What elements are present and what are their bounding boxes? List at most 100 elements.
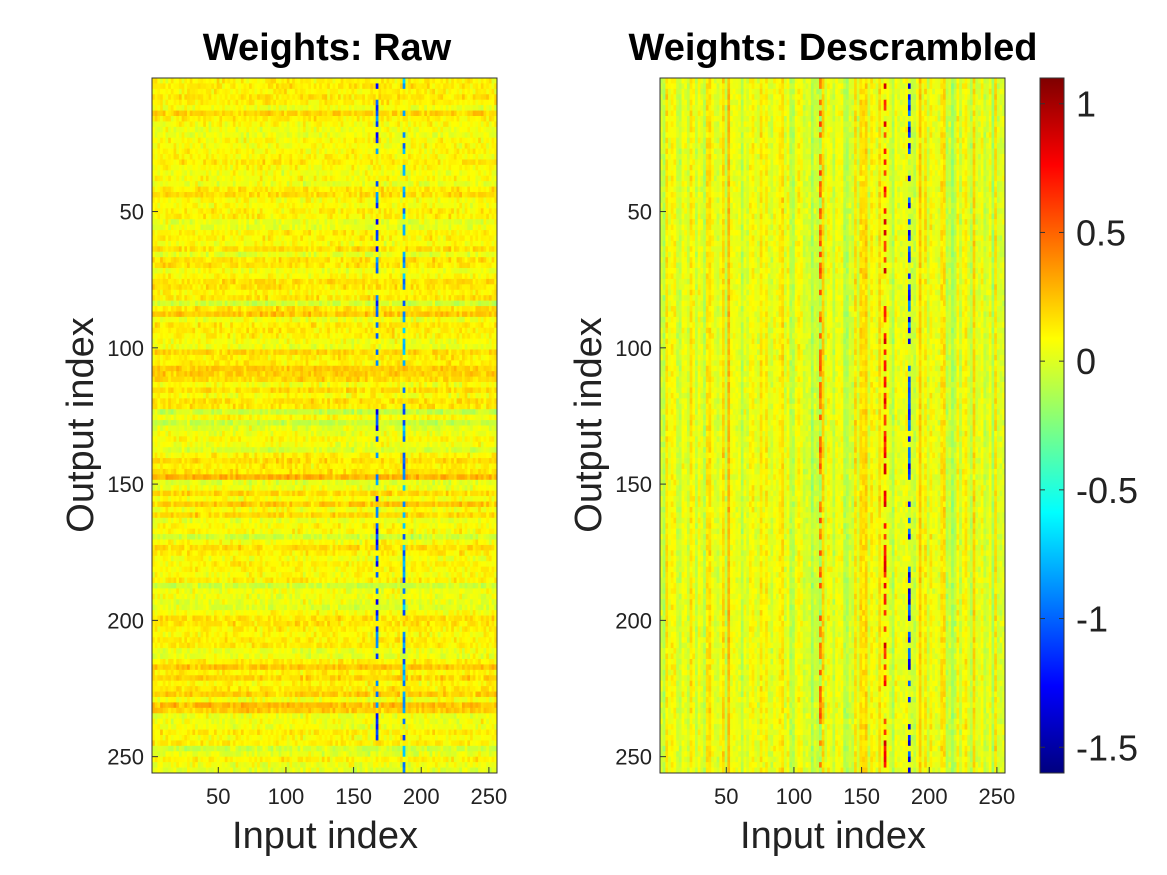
- heatmap-cell: [271, 165, 274, 171]
- heatmap-cell: [195, 225, 198, 231]
- heatmap-cell: [157, 197, 160, 203]
- heatmap-cell: [184, 279, 187, 285]
- heatmap-cell: [201, 192, 204, 198]
- heatmap-cell: [435, 132, 438, 138]
- heatmap-cell: [368, 279, 371, 285]
- heatmap-cell: [446, 246, 449, 252]
- heatmap-cell: [230, 116, 233, 122]
- heatmap-cell: [254, 159, 257, 165]
- heatmap-cell: [198, 138, 201, 144]
- heatmap-cell: [395, 127, 398, 133]
- heatmap-cell: [392, 170, 395, 176]
- heatmap-cell: [435, 78, 438, 84]
- heatmap-cell: [365, 159, 368, 165]
- heatmap-cell: [454, 116, 457, 122]
- heatmap-cell: [330, 257, 333, 263]
- heatmap-cell: [413, 225, 416, 231]
- heatmap-cell: [400, 214, 403, 220]
- heatmap-cell: [473, 197, 476, 203]
- heatmap-cell: [430, 181, 433, 187]
- heatmap-cell: [192, 197, 195, 203]
- heatmap-cell: [360, 246, 363, 252]
- heatmap-cell: [481, 268, 484, 274]
- heatmap-cell: [373, 181, 376, 187]
- heatmap-cell: [443, 181, 446, 187]
- heatmap-cell: [174, 257, 177, 263]
- heatmap-cell: [187, 154, 190, 160]
- heatmap-cell: [238, 154, 241, 160]
- heatmap-cell: [160, 100, 163, 106]
- heatmap-cell: [314, 219, 317, 225]
- heatmap-cell: [292, 268, 295, 274]
- heatmap-cell: [443, 187, 446, 193]
- heatmap-cell: [319, 263, 322, 269]
- heatmap-cell: [265, 187, 268, 193]
- heatmap-cell: [263, 149, 266, 155]
- heatmap-cell: [475, 138, 478, 144]
- heatmap-cell: [403, 219, 406, 225]
- heatmap-cell: [182, 105, 185, 111]
- heatmap-cell: [489, 203, 492, 209]
- heatmap-cell: [427, 176, 430, 182]
- heatmap-cell: [155, 257, 158, 263]
- heatmap-cell: [489, 94, 492, 100]
- heatmap-cell: [438, 154, 441, 160]
- heatmap-cell: [252, 94, 255, 100]
- heatmap-cell: [211, 165, 214, 171]
- heatmap-cell: [432, 219, 435, 225]
- heatmap-cell: [222, 192, 225, 198]
- heatmap-cell: [360, 116, 363, 122]
- heatmap-cell: [430, 127, 433, 133]
- heatmap-cell: [413, 197, 416, 203]
- heatmap-cell: [222, 235, 225, 241]
- heatmap-cell: [432, 187, 435, 193]
- heatmap-cell: [422, 143, 425, 149]
- heatmap-cell: [244, 225, 247, 231]
- heatmap-cell: [211, 225, 214, 231]
- heatmap-cell: [376, 192, 379, 198]
- heatmap-cell: [411, 78, 414, 84]
- heatmap-cell: [238, 83, 241, 89]
- heatmap-cell: [448, 94, 451, 100]
- heatmap-cell: [155, 241, 158, 247]
- heatmap-cell: [325, 219, 328, 225]
- heatmap-cell: [362, 111, 365, 117]
- heatmap-cell: [209, 78, 212, 84]
- heatmap-cell: [281, 89, 284, 95]
- heatmap-cell: [316, 176, 319, 182]
- heatmap-cell: [292, 197, 295, 203]
- heatmap-cell: [368, 192, 371, 198]
- heatmap-cell: [190, 105, 193, 111]
- heatmap-cell: [265, 94, 268, 100]
- heatmap-cell: [395, 138, 398, 144]
- heatmap-cell: [362, 94, 365, 100]
- heatmap-cell: [279, 252, 282, 258]
- heatmap-cell: [370, 170, 373, 176]
- heatmap-cell: [343, 252, 346, 258]
- heatmap-cell: [311, 170, 314, 176]
- heatmap-cell: [443, 257, 446, 263]
- heatmap-cell: [405, 230, 408, 236]
- heatmap-cell: [373, 143, 376, 149]
- heatmap-cell: [179, 127, 182, 133]
- heatmap-cell: [397, 268, 400, 274]
- heatmap-cell: [184, 138, 187, 144]
- heatmap-cell: [214, 187, 217, 193]
- heatmap-cell: [171, 100, 174, 106]
- heatmap-cell: [195, 235, 198, 241]
- heatmap-cell: [492, 241, 495, 247]
- heatmap-cell: [271, 208, 274, 214]
- heatmap-cell: [238, 89, 241, 95]
- heatmap-cell: [422, 284, 425, 290]
- heatmap-cell: [478, 176, 481, 182]
- heatmap-cell: [422, 181, 425, 187]
- heatmap-cell: [368, 235, 371, 241]
- heatmap-cell: [470, 203, 473, 209]
- heatmap-cell: [182, 159, 185, 165]
- heatmap-cell: [192, 83, 195, 89]
- heatmap-cell: [249, 111, 252, 117]
- heatmap-cell: [306, 225, 309, 231]
- heatmap-cell: [268, 187, 271, 193]
- heatmap-cell: [325, 252, 328, 258]
- heatmap-cell: [438, 203, 441, 209]
